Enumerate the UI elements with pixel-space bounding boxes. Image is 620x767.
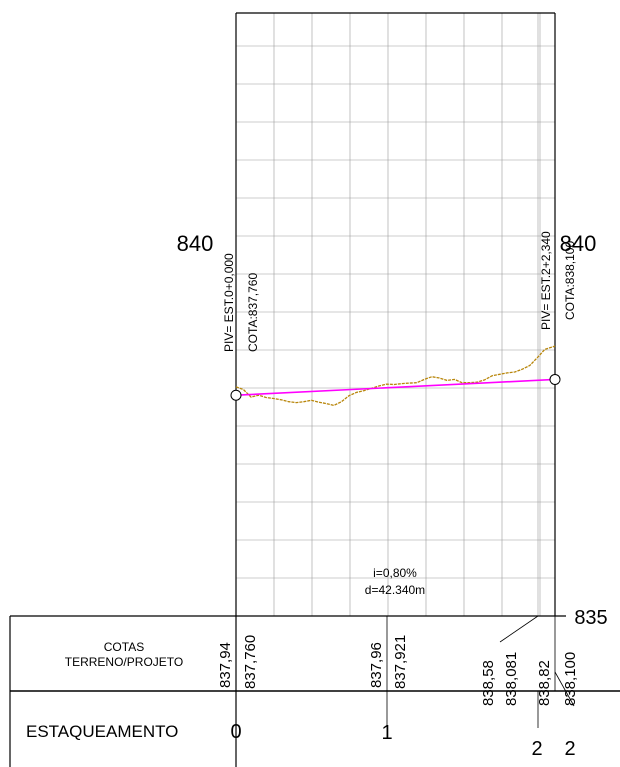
project-value-1: 837,921 — [392, 635, 409, 689]
piv-right-station: PIV= EST.2+2,340 — [539, 231, 553, 330]
leader-838-081 — [499, 615, 539, 643]
project-value-0: 837,760 — [242, 635, 259, 689]
terrain-value-0: 837,94 — [217, 642, 234, 688]
piv-left-station: PIV= EST.0+0,000 — [222, 253, 236, 352]
terreno-projeto-label: TERRENO/PROJETO — [65, 655, 183, 669]
project-value-3: 838,100 — [562, 652, 579, 706]
slope-annotation: i=0,80% d=42.340m — [365, 566, 425, 597]
piv-left-marker — [230, 389, 242, 401]
terrain-line — [235, 345, 556, 407]
piv-right-marker — [549, 373, 561, 385]
piv-right-annotation: PIV= EST.2+2,340 COTA:838,100 — [539, 231, 577, 330]
profile-table: COTAS TERRENO/PROJETO ESTAQUEAMENTO 837,… — [9, 615, 620, 767]
piv-right-cota: COTA:838,100 — [563, 241, 577, 320]
grade-line — [235, 378, 556, 397]
station-label-2a: 2 — [531, 738, 542, 760]
cotas-label: COTAS — [104, 640, 144, 654]
estaqueamento-label: ESTAQUEAMENTO — [26, 722, 178, 741]
piv-left-annotation: PIV= EST.0+0,000 COTA:837,760 — [222, 253, 260, 352]
elevation-label-835: 835 — [574, 607, 607, 629]
station-label-2b: 2 — [564, 738, 575, 760]
leader-838-100 — [554, 671, 575, 707]
terrain-value-2: 838,58 — [480, 660, 497, 706]
slope-distance: d=42.340m — [365, 583, 425, 597]
elevation-labels: 840 840 835 — [177, 231, 608, 629]
profile-lines — [230, 345, 561, 407]
piv-left-cota: COTA:837,760 — [246, 273, 260, 352]
station-label-1: 1 — [381, 722, 392, 744]
terrain-value-3: 838,82 — [536, 660, 553, 706]
project-value-2: 838,081 — [503, 652, 520, 706]
terrain-value-1: 837,96 — [368, 642, 385, 688]
profile-grid — [236, 13, 555, 616]
elevation-label-left-840: 840 — [177, 231, 214, 256]
station-label-0: 0 — [230, 721, 241, 743]
elevation-label-right-840: 840 — [560, 231, 597, 256]
slope-grade: i=0,80% — [373, 566, 417, 580]
